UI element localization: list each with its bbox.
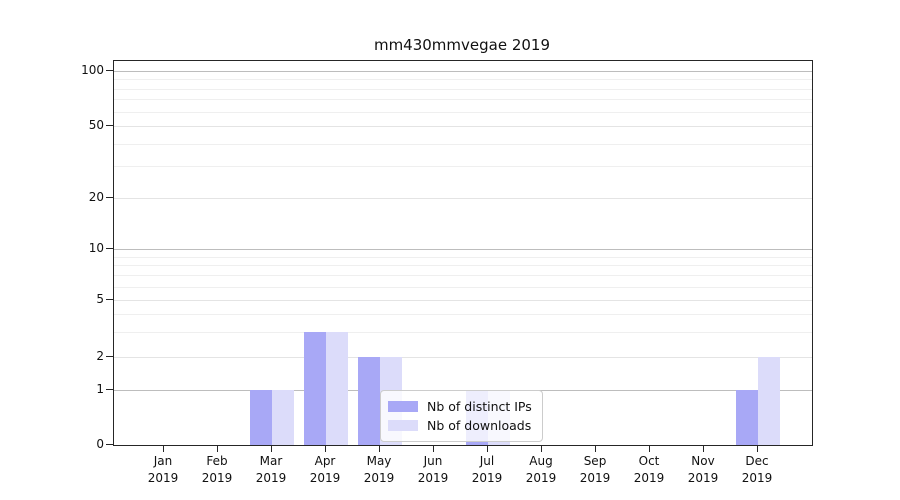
bar [304, 332, 326, 445]
minor-gridline [114, 89, 812, 90]
legend-swatch [388, 401, 418, 412]
minor-gridline [114, 314, 812, 315]
y-tick-mark [106, 444, 113, 445]
y-tick-mark [106, 389, 113, 390]
x-tick-mark [649, 445, 650, 452]
x-tick-label: Feb 2019 [201, 454, 233, 485]
x-tick-mark [757, 445, 758, 452]
chart-title: mm430mmvegae 2019 [373, 36, 551, 54]
y-tick-mark [106, 125, 113, 126]
x-tick-mark [325, 445, 326, 452]
y-tick-label: 0 [96, 437, 104, 451]
x-tick-label: Jul 2019 [471, 454, 503, 485]
major-gridline [114, 71, 812, 72]
minor-gridline [114, 166, 812, 167]
tick-gridline [114, 300, 812, 301]
legend-item: Nb of downloads [388, 417, 532, 434]
x-tick-mark [487, 445, 488, 452]
x-tick-label: Jan 2019 [147, 454, 179, 485]
y-tick-label: 50 [88, 118, 104, 132]
x-tick-label: Nov 2019 [687, 454, 719, 485]
minor-gridline [114, 265, 812, 266]
x-tick-label: Oct 2019 [633, 454, 665, 485]
minor-gridline [114, 144, 812, 145]
y-tick-label: 10 [88, 241, 104, 255]
y-tick-mark [106, 356, 113, 357]
y-tick-mark [106, 197, 113, 198]
plot-area: Nb of distinct IPs Nb of downloads [113, 60, 813, 446]
x-tick-mark [703, 445, 704, 452]
minor-gridline [114, 257, 812, 258]
tick-gridline [114, 198, 812, 199]
y-tick-mark [106, 299, 113, 300]
tick-gridline [114, 126, 812, 127]
bar [758, 357, 780, 445]
major-gridline [114, 249, 812, 250]
x-tick-label: Aug 2019 [525, 454, 557, 485]
y-tick-label: 1 [96, 382, 104, 396]
y-tick-label: 5 [96, 292, 104, 306]
bar [326, 332, 348, 445]
legend-label: Nb of distinct IPs [427, 399, 532, 414]
x-tick-label: Dec 2019 [741, 454, 773, 485]
minor-gridline [114, 99, 812, 100]
x-tick-label: May 2019 [363, 454, 395, 485]
x-tick-mark [217, 445, 218, 452]
x-tick-mark [595, 445, 596, 452]
bar [358, 357, 380, 445]
y-tick-mark [106, 248, 113, 249]
bar [272, 390, 294, 445]
x-tick-mark [541, 445, 542, 452]
x-tick-mark [379, 445, 380, 452]
y-tick-label: 100 [81, 63, 104, 77]
y-tick-label: 20 [88, 190, 104, 204]
bar [736, 390, 758, 445]
bar [250, 390, 272, 445]
x-tick-label: Mar 2019 [255, 454, 287, 485]
x-tick-label: Apr 2019 [309, 454, 341, 485]
x-tick-mark [433, 445, 434, 452]
x-tick-label: Sep 2019 [579, 454, 611, 485]
legend-swatch [388, 420, 418, 431]
minor-gridline [114, 275, 812, 276]
x-tick-label: Jun 2019 [417, 454, 449, 485]
legend-item: Nb of distinct IPs [388, 398, 532, 415]
minor-gridline [114, 79, 812, 80]
y-tick-mark [106, 70, 113, 71]
legend: Nb of distinct IPs Nb of downloads [380, 390, 543, 442]
x-tick-mark [163, 445, 164, 452]
minor-gridline [114, 287, 812, 288]
legend-label: Nb of downloads [427, 418, 532, 433]
minor-gridline [114, 112, 812, 113]
x-tick-mark [271, 445, 272, 452]
tick-gridline [114, 357, 812, 358]
y-tick-label: 2 [96, 349, 104, 363]
minor-gridline [114, 332, 812, 333]
